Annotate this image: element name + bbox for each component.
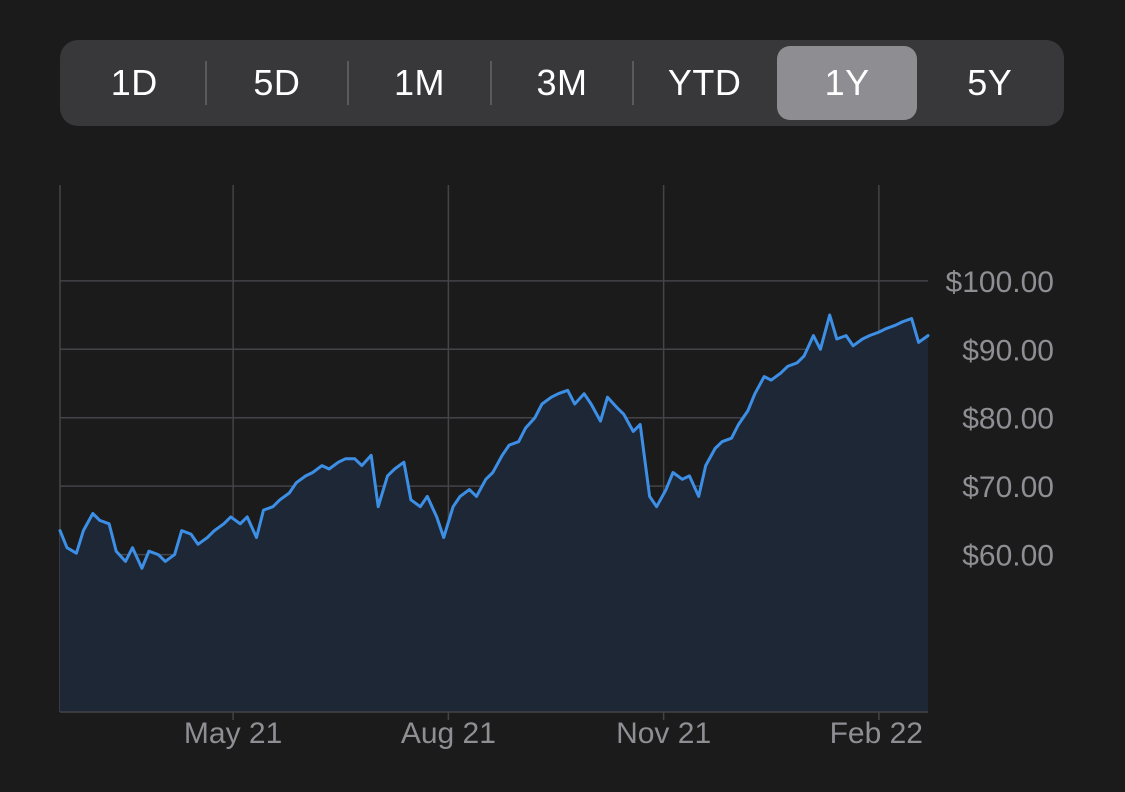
price-line xyxy=(58,313,930,570)
price-area xyxy=(60,315,928,712)
range-option-ytd[interactable]: YTD xyxy=(667,62,742,103)
range-option-1m[interactable]: 1M xyxy=(393,62,445,103)
x-tick-label: Aug 21 xyxy=(401,717,496,750)
y-tick-label: $70.00 xyxy=(962,471,1054,504)
range-divider xyxy=(347,61,350,105)
range-divider xyxy=(489,61,492,105)
y-tick-label: $90.00 xyxy=(962,334,1054,367)
range-divider xyxy=(204,61,207,105)
range-option-1d[interactable]: 1D xyxy=(110,62,158,103)
range-option-5y[interactable]: 5Y xyxy=(967,62,1013,103)
range-divider xyxy=(632,61,635,105)
y-tick-label: $100.00 xyxy=(946,266,1054,299)
y-tick-label: $60.00 xyxy=(962,540,1054,573)
range-selector: 1D 5D 1M 3M YTD 1Y 5Y xyxy=(60,40,1064,126)
x-tick-label: Feb 22 xyxy=(830,717,923,750)
range-option-3m[interactable]: 3M xyxy=(536,62,588,103)
range-option-5d[interactable]: 5D xyxy=(253,62,301,103)
y-tick-label: $80.00 xyxy=(962,403,1054,436)
range-option-1y[interactable]: 1Y xyxy=(776,46,918,120)
x-tick-label: May 21 xyxy=(184,717,282,750)
x-tick-label: Nov 21 xyxy=(616,717,711,750)
